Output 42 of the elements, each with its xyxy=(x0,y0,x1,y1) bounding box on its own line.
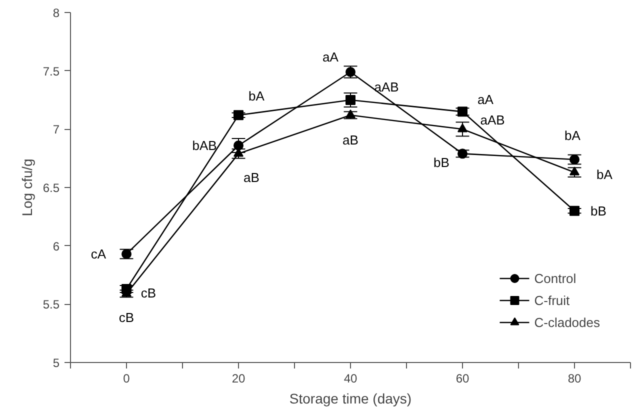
point xyxy=(346,109,356,118)
point xyxy=(458,123,468,132)
point xyxy=(570,206,580,216)
y-tick-label: 5 xyxy=(52,356,60,370)
annotation: aB xyxy=(342,132,358,148)
annotation: cB xyxy=(118,310,134,326)
annotation: bA xyxy=(248,88,265,104)
annotation: aAB xyxy=(480,112,505,128)
annotation: aAB xyxy=(374,80,399,94)
annotation: aB xyxy=(244,170,260,186)
x-tick-label: 40 xyxy=(344,372,358,386)
y-tick-label: 5.5 xyxy=(42,298,60,312)
annotation: bB xyxy=(434,155,450,170)
point xyxy=(458,106,468,117)
x-axis-title: Storage time (days) xyxy=(289,390,412,406)
y-tick-label: 6 xyxy=(52,239,60,254)
annotation: bAB xyxy=(192,138,217,153)
annotation: cA xyxy=(90,246,106,262)
annotation: cB xyxy=(140,286,156,300)
y-tick-label: 6.5 xyxy=(42,181,60,195)
point xyxy=(122,249,132,259)
x-tick-label: 80 xyxy=(568,372,582,386)
y-axis-title: Log cfu/g xyxy=(18,158,35,216)
point xyxy=(570,154,580,164)
annotation: aA xyxy=(322,50,339,64)
annotation: bB xyxy=(590,203,606,218)
point xyxy=(458,148,468,159)
annotation: aA xyxy=(478,92,494,108)
y-tick-label: 7.5 xyxy=(42,64,60,78)
x-tick-label: 20 xyxy=(232,372,246,386)
legend-label: C-fruit xyxy=(534,292,570,308)
x-tick-label: 0 xyxy=(123,372,130,386)
point xyxy=(234,110,244,120)
point xyxy=(346,67,356,77)
x-tick-label: 60 xyxy=(456,372,470,386)
legend-label: Control xyxy=(534,270,576,286)
legend-label: C-cladodes xyxy=(534,314,600,330)
annotation: bA xyxy=(596,166,613,182)
y-tick-label: 8 xyxy=(52,6,60,20)
y-tick-label: 7 xyxy=(52,122,60,137)
point xyxy=(570,166,580,176)
annotation: bA xyxy=(564,128,581,143)
